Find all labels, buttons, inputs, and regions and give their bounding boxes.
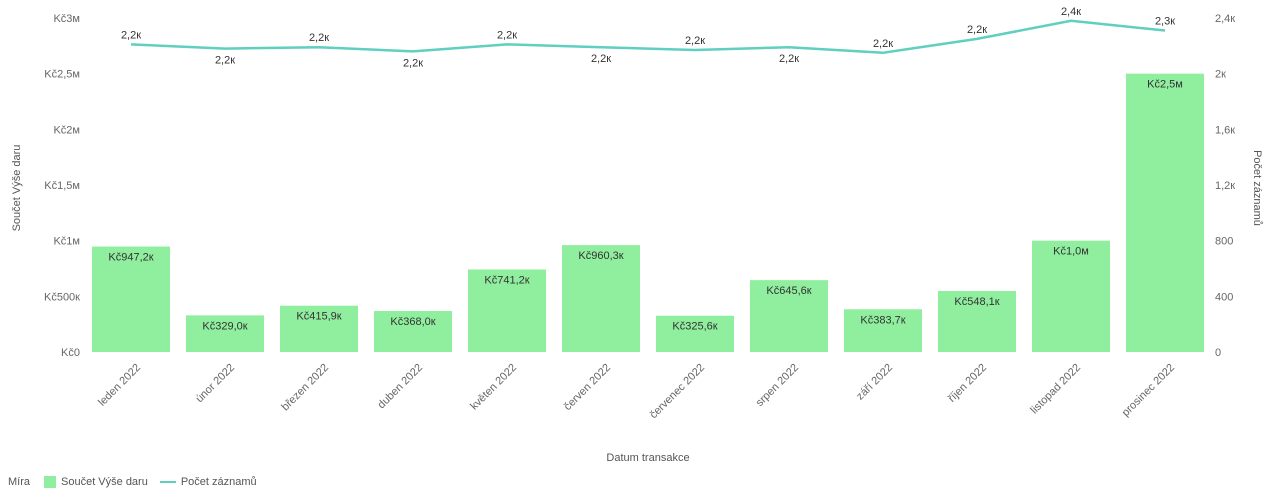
bar xyxy=(844,309,922,352)
line-data-label: 2,3к xyxy=(1155,16,1175,28)
y-tick-label: Kč3м xyxy=(53,13,80,25)
bar-data-label: Kč329,0к xyxy=(202,320,247,332)
bar xyxy=(1032,240,1110,352)
bar-data-label: Kč645,6к xyxy=(766,285,811,297)
bar-data-label: Kč1,0м xyxy=(1053,246,1089,258)
y-axis-title: Součet Výše daru xyxy=(11,145,23,232)
legend-title: Míra xyxy=(8,476,30,488)
legend-item-line[interactable]: Počet záznamů xyxy=(159,476,257,488)
bar-data-label: Kč415,9к xyxy=(296,311,341,323)
x-axis-ticks: leden 2022 únor 2022 březen 2022 duben 2022… xyxy=(96,362,1177,422)
legend-label-line: Počet záznamů xyxy=(180,476,257,488)
x-axis-title: Datum transakce xyxy=(606,452,689,464)
bar-data-label: Kč947,2к xyxy=(108,252,153,264)
x-tick-label: leden 2022 xyxy=(96,362,143,409)
y2-tick-label: 2,4к xyxy=(1215,13,1235,25)
line-data-label: 2,2к xyxy=(873,38,893,50)
bar xyxy=(468,269,546,352)
bar-data-label: Kč383,7к xyxy=(860,314,905,326)
line-data-label: 2,2к xyxy=(497,29,517,41)
line-data-label: 2,2к xyxy=(121,29,141,41)
x-tick-label: červenec 2022 xyxy=(648,362,708,422)
x-tick-label: srpen 2022 xyxy=(754,362,801,409)
legend-label-bar: Součet Výše daru xyxy=(61,476,148,488)
y-tick-label: Kč2м xyxy=(53,124,80,136)
x-tick-label: listopad 2022 xyxy=(1028,362,1083,417)
bar xyxy=(374,311,452,352)
y2-tick-label: 0 xyxy=(1215,347,1221,359)
bar-data-label: Kč548,1к xyxy=(954,296,999,308)
line-data-label: 2,4к xyxy=(1061,6,1081,18)
x-tick-label: únor 2022 xyxy=(194,362,238,406)
line-series: 2,2к 2,2к 2,2к 2,2к 2,2к 2,2к 2,2к 2,2к 2,2к 2,2к… xyxy=(121,6,1175,70)
y-tick-label: Kč500к xyxy=(44,291,80,303)
x-tick-label: duben 2022 xyxy=(376,362,426,412)
bar xyxy=(938,290,1016,352)
x-tick-label: březen 2022 xyxy=(279,362,331,414)
line-data-label: 2,2к xyxy=(591,53,611,65)
y-tick-label: Kč1м xyxy=(53,236,80,248)
y2-tick-label: 400 xyxy=(1215,291,1233,303)
bar xyxy=(186,315,264,352)
y2-axis-title: Počet záznamů xyxy=(1251,150,1263,226)
right-axis-ticks: 0 400 800 1,2к 1,6к 2к 2,4к xyxy=(1215,13,1235,359)
x-tick-label: červen 2022 xyxy=(562,362,613,413)
legend-swatch-line xyxy=(159,481,176,483)
line-data-label: 2,2к xyxy=(779,53,799,65)
bar-data-label: Kč368,0к xyxy=(390,316,435,328)
x-tick-label: prosinec 2022 xyxy=(1120,362,1177,419)
bar xyxy=(656,315,734,352)
y2-tick-label: 2к xyxy=(1215,69,1226,81)
line-path xyxy=(130,19,1166,55)
y-tick-label: Kč2,5м xyxy=(44,69,80,81)
combo-chart: Kč0 Kč500к Kč1м Kč1,5м Kč2м Kč2,5м Kč3м 0 400 80… xyxy=(11,6,1263,464)
x-tick-label: říjen 2022 xyxy=(946,362,989,405)
legend-item-bar[interactable]: Součet Výše daru xyxy=(44,476,148,488)
line-data-label: 2,2к xyxy=(403,57,423,69)
bar-data-labels: Kč947,2к Kč329,0к Kč415,9к Kč368,0к Kč741,2к… xyxy=(108,79,1182,333)
y-tick-label: Kč1,5м xyxy=(44,180,80,192)
line-data-label: 2,2к xyxy=(967,24,987,36)
left-axis-ticks: Kč0 Kč500к Kč1м Kč1,5м Kč2м Kč2,5м Kč3м xyxy=(44,13,80,359)
y2-tick-label: 1,2к xyxy=(1215,180,1235,192)
bar-data-label: Kč2,5м xyxy=(1147,79,1183,91)
line-data-label: 2,2к xyxy=(215,55,235,67)
bar xyxy=(92,246,170,352)
line-data-label: 2,2к xyxy=(309,32,329,44)
y-tick-label: Kč0 xyxy=(61,347,80,359)
bar xyxy=(280,305,358,352)
x-tick-label: květen 2022 xyxy=(468,362,519,413)
bar-data-label: Kč325,6к xyxy=(672,321,717,333)
x-tick-label: září 2022 xyxy=(854,362,895,403)
legend-swatch-bar xyxy=(44,476,56,488)
bar xyxy=(562,245,640,352)
y2-tick-label: 800 xyxy=(1215,236,1233,248)
bar-data-label: Kč960,3к xyxy=(578,250,623,262)
bar xyxy=(750,280,828,352)
bar-data-label: Kč741,2к xyxy=(484,274,529,286)
y2-tick-label: 1,6к xyxy=(1215,124,1235,136)
bar xyxy=(1126,73,1204,353)
bar-series xyxy=(92,73,1204,353)
legend: Míra Součet Výše daru Počet záznamů xyxy=(8,476,263,488)
line-data-label: 2,2к xyxy=(685,35,705,47)
